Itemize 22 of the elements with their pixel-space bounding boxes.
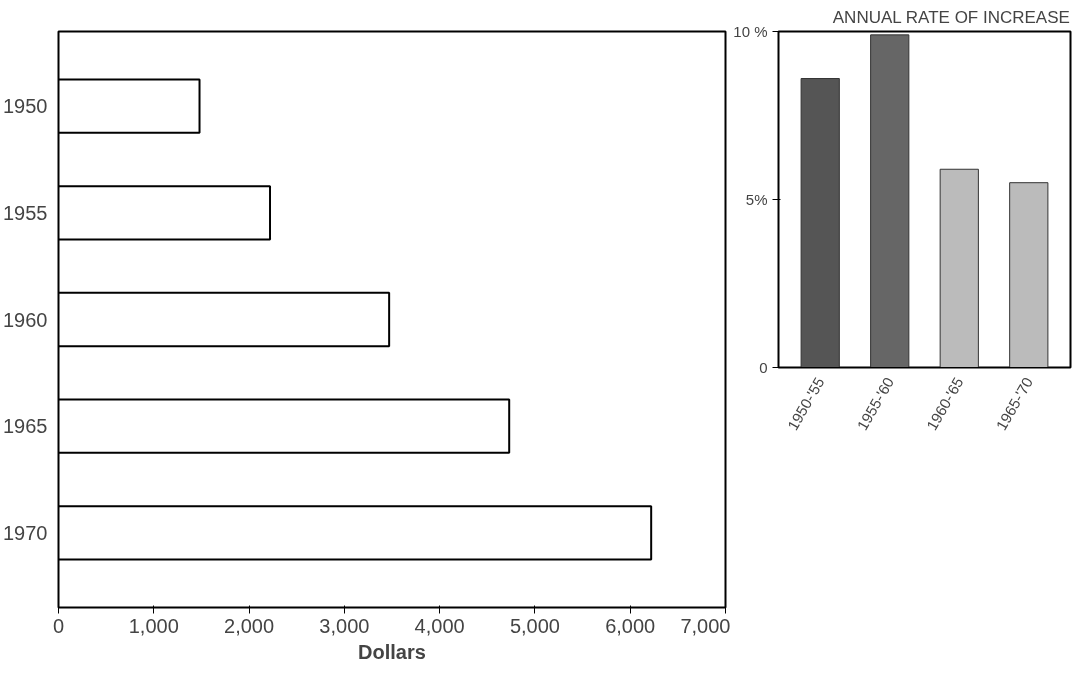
bar — [800, 78, 840, 368]
y-tick-label: 5% — [745, 191, 768, 208]
x-tick-label: 2,000 — [224, 614, 275, 637]
bar — [870, 34, 910, 368]
x-tick-label: 5,000 — [509, 614, 560, 637]
x-tick-label: 1,000 — [128, 614, 179, 637]
x-axis-title: Dollars — [358, 640, 426, 663]
y-tick-label: 1960 — [3, 308, 48, 331]
bar — [939, 168, 979, 368]
y-tick-label: 1955 — [3, 201, 48, 224]
x-tick-label: 4,000 — [414, 614, 465, 637]
x-tick-label: 6,000 — [605, 614, 656, 637]
y-tick-label: 1950 — [3, 95, 48, 118]
x-tick-label: 3,000 — [319, 614, 370, 637]
x-tick-label: 0 — [52, 614, 65, 637]
x-tick-label: 7,000 — [680, 614, 731, 637]
y-tick-label: 1970 — [3, 521, 48, 544]
y-tick-label: 10 % — [733, 23, 768, 40]
y-tick-label: 1965 — [3, 415, 48, 438]
y-tick-label: 0 — [759, 359, 768, 376]
bar — [1009, 182, 1049, 368]
chart-title: ANNUAL RATE OF INCREASE — [832, 7, 1070, 27]
